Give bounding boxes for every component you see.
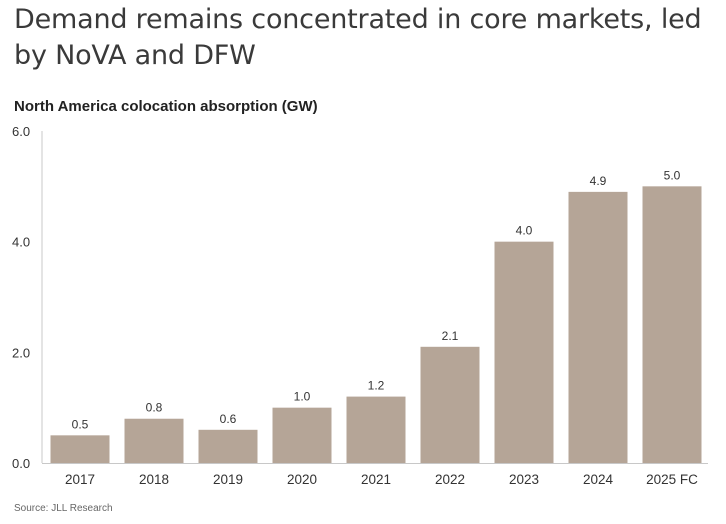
x-tick-label: 2021 [361,472,391,487]
y-tick-label: 4.0 [12,235,30,250]
bar-value-label: 4.9 [590,174,607,188]
bar-value-label: 1.2 [368,379,385,393]
y-tick-label: 6.0 [12,124,30,139]
chart-axes [41,131,708,464]
bar [346,396,406,463]
bar [50,435,110,463]
bar-value-label: 5.0 [664,168,681,182]
x-tick-label: 2022 [435,472,465,487]
chart-title: North America colocation absorption (GW) [14,98,318,115]
bar [420,346,480,463]
chart-bars [50,186,702,464]
y-tick-label: 2.0 [12,345,30,360]
x-tick-label: 2023 [509,472,539,487]
x-tick-label: 2019 [213,472,243,487]
bar [124,418,184,463]
bar-value-label: 0.5 [72,417,89,431]
x-tick-label: 2024 [583,472,614,487]
bar-value-label: 4.0 [516,224,533,238]
bar [198,429,258,463]
source-note: Source: JLL Research [14,503,113,514]
bar-value-label: 0.6 [220,412,237,426]
bar [642,186,702,464]
x-tick-label: 2017 [65,472,95,487]
bar-value-label: 1.0 [294,390,311,404]
x-tick-label: 2018 [139,472,169,487]
bar-value-label: 0.8 [146,401,163,415]
chart-labels: 0.0 2.0 4.0 6.0 0.5 2017 0.8 2018 0.6 2019 1.0 2020… [12,124,698,487]
x-tick-label: 2025 FC [646,472,698,487]
bar-value-label: 2.1 [442,329,459,343]
bar [272,407,332,463]
bar [494,241,554,463]
y-tick-label: 0.0 [12,456,30,471]
x-tick-label: 2020 [287,472,317,487]
chart-headline: Demand remains concentrated in core mark… [14,4,702,71]
bar [568,191,628,463]
